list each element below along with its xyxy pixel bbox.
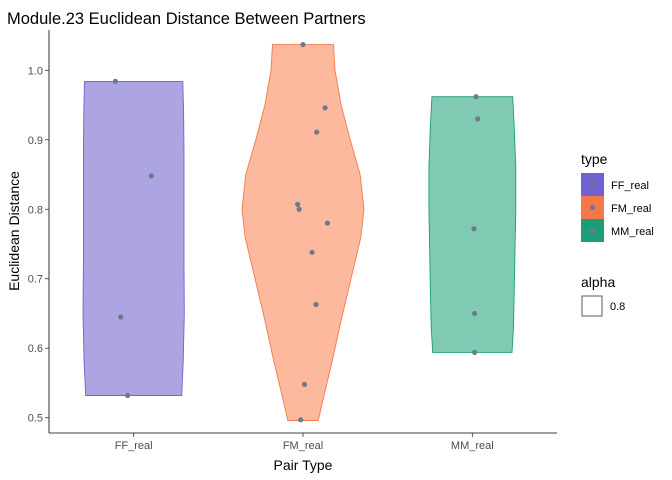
y-tick-label: 0.9 bbox=[28, 135, 43, 147]
y-axis-title: Euclidean Distance bbox=[6, 171, 22, 291]
y-axis-ticks: 0.5 0.6 0.7 0.8 0.9 1.0 bbox=[28, 65, 49, 425]
y-tick-label: 0.7 bbox=[28, 274, 43, 286]
legend-key-point bbox=[589, 204, 596, 211]
data-point-FM_real-0 bbox=[300, 42, 306, 48]
y-tick-label: 0.6 bbox=[28, 343, 43, 355]
x-axis-ticks: FF_real FM_real MM_real bbox=[115, 433, 494, 452]
data-point-FM_real-6 bbox=[309, 249, 315, 255]
data-point-MM_real-3 bbox=[472, 310, 478, 317]
data-point-MM_real-1 bbox=[475, 116, 481, 122]
y-tick-label: 0.8 bbox=[28, 204, 43, 216]
legend-type-title: type bbox=[581, 151, 608, 167]
x-tick-label: FM_real bbox=[283, 440, 323, 452]
y-tick-label: 0.5 bbox=[28, 413, 43, 425]
chart-title: Module.23 Euclidean Distance Between Par… bbox=[7, 10, 366, 28]
data-point-FM_real-4 bbox=[296, 206, 302, 212]
x-tick-label: FF_real bbox=[115, 440, 153, 452]
legend: type FF_real FM_real MM_real alpha 0.8 bbox=[581, 151, 654, 317]
y-tick-label: 1.0 bbox=[28, 65, 43, 77]
legend-alpha-title: alpha bbox=[581, 274, 615, 290]
data-point-MM_real-0 bbox=[473, 94, 479, 100]
data-point-FM_real-1 bbox=[322, 105, 328, 111]
violin-FM_real bbox=[241, 44, 365, 421]
data-point-FM_real-2 bbox=[314, 129, 320, 135]
data-point-MM_real-2 bbox=[471, 226, 477, 232]
legend-label-FF_real: FF_real bbox=[611, 180, 649, 192]
legend-key-point bbox=[589, 227, 596, 234]
data-point-FF_real-2 bbox=[118, 314, 124, 320]
data-point-FF_real-0 bbox=[112, 78, 118, 84]
data-point-FM_real-7 bbox=[313, 301, 319, 308]
x-axis-title: Pair Type bbox=[274, 457, 333, 473]
legend-type-items: FF_real FM_real MM_real bbox=[581, 173, 654, 242]
violin-MM_real bbox=[428, 96, 517, 353]
data-points bbox=[112, 42, 481, 423]
data-point-FM_real-3 bbox=[295, 201, 301, 207]
violin-FF_real bbox=[82, 80, 185, 396]
data-point-FF_real-3 bbox=[125, 392, 131, 399]
legend-label-MM_real: MM_real bbox=[611, 226, 654, 238]
data-point-FM_real-5 bbox=[324, 220, 330, 226]
legend-alpha-label: 0.8 bbox=[610, 301, 625, 313]
data-point-FM_real-9 bbox=[298, 417, 304, 423]
violins bbox=[82, 44, 517, 421]
x-tick-label: MM_real bbox=[451, 440, 494, 452]
data-point-MM_real-4 bbox=[472, 349, 478, 355]
data-point-FF_real-1 bbox=[148, 173, 154, 179]
legend-label-FM_real: FM_real bbox=[611, 203, 651, 215]
legend-alpha-key bbox=[581, 295, 603, 317]
legend-key-point bbox=[589, 181, 596, 188]
data-point-FM_real-8 bbox=[301, 381, 308, 387]
